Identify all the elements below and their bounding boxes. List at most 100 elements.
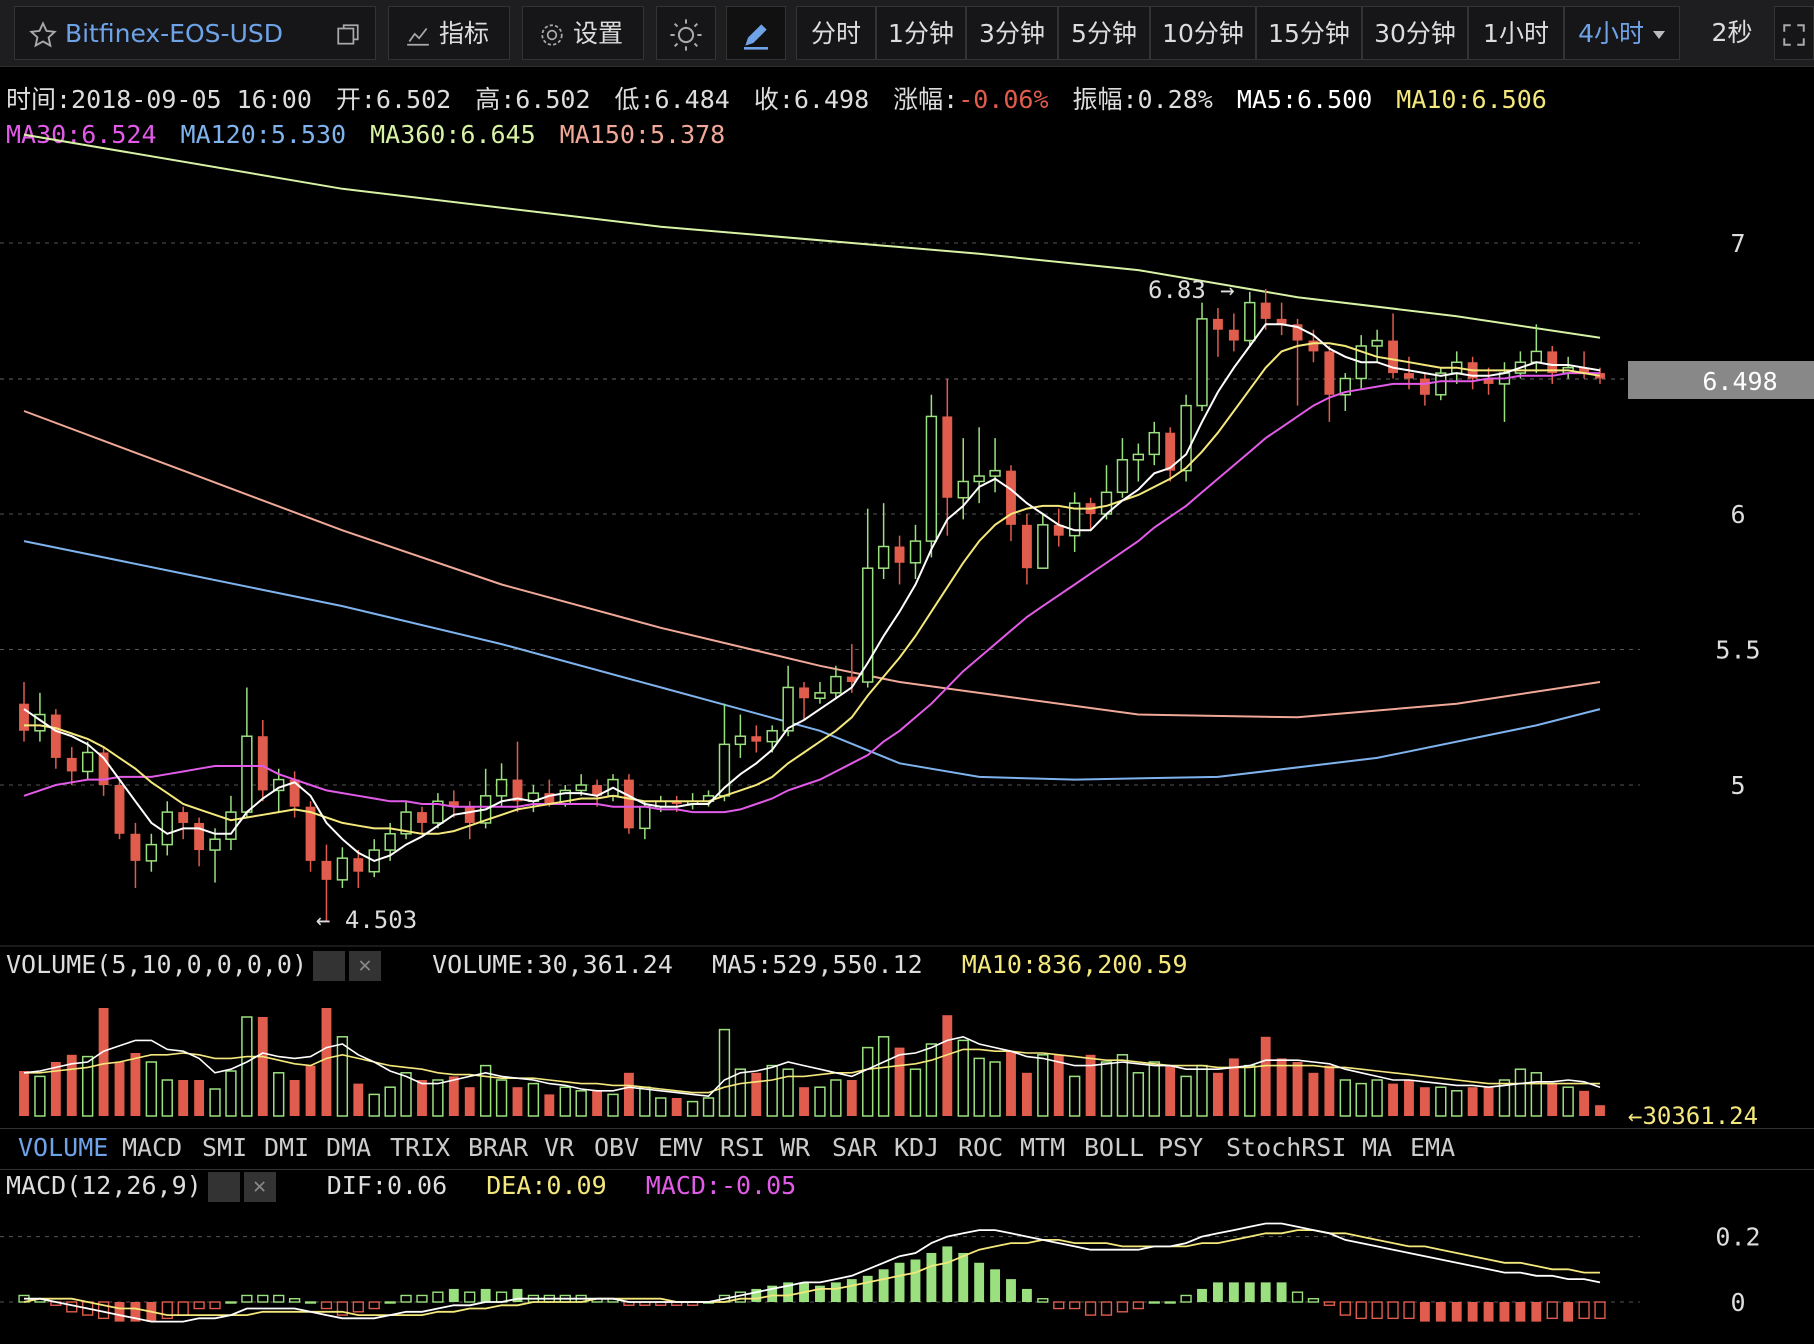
star-icon[interactable]	[29, 19, 57, 48]
tab-vr[interactable]: VR	[544, 1133, 575, 1162]
candle	[1404, 356, 1414, 390]
macd-histogram-bar	[1213, 1282, 1223, 1302]
current-price-box	[1628, 361, 1814, 399]
volume-bar	[81, 1055, 94, 1117]
period-tab-30min[interactable]: 30分钟	[1362, 6, 1468, 60]
candle	[607, 774, 619, 802]
candle	[34, 692, 46, 742]
tab-macd[interactable]: MACD	[122, 1133, 183, 1162]
candle-body	[384, 833, 396, 851]
tab-stochrsi[interactable]: StochRSI	[1226, 1133, 1347, 1162]
theme-button[interactable]	[656, 6, 716, 60]
candle-body	[1085, 503, 1096, 514]
tab-smi[interactable]: SMI	[202, 1133, 248, 1162]
ma360-line	[23, 133, 1601, 339]
volume-bar	[225, 1070, 237, 1117]
macd-histogram-bar	[1307, 1298, 1320, 1303]
indicator-button[interactable]: 指标	[388, 6, 510, 60]
close-icon[interactable]: ✕	[243, 1172, 276, 1202]
volume-bar	[1579, 1090, 1590, 1116]
macd-histogram-bar	[1069, 1301, 1081, 1310]
period-tab-1h[interactable]: 1小时	[1468, 6, 1564, 60]
symbol-selector[interactable]: Bitfinex-EOS-USD	[14, 6, 376, 60]
tab-ema[interactable]: EMA	[1410, 1133, 1456, 1162]
macd-histogram-bar	[751, 1288, 762, 1302]
candle	[718, 703, 731, 802]
volume-bar	[766, 1064, 778, 1117]
gear-icon[interactable]	[207, 1172, 240, 1202]
tab-wr[interactable]: WR	[780, 1133, 811, 1162]
volume-bar	[336, 1036, 349, 1117]
tab-sar[interactable]: SAR	[832, 1133, 878, 1162]
chart-icon	[405, 19, 431, 48]
tab-trix[interactable]: TRIX	[390, 1133, 451, 1162]
macd-histogram-bar	[1403, 1301, 1415, 1320]
tab-dma[interactable]: DMA	[326, 1133, 372, 1162]
info-ma10: MA10:6.506	[1396, 85, 1547, 114]
period-tab-timeshare[interactable]: 分时	[796, 6, 876, 60]
macd-histogram-bar	[990, 1269, 1001, 1302]
candle	[209, 828, 221, 883]
refresh-interval[interactable]: 2秒	[1711, 18, 1753, 47]
candle-body	[161, 811, 173, 846]
period-tab-5min[interactable]: 5分钟	[1058, 6, 1150, 60]
tab-boll[interactable]: BOLL	[1084, 1133, 1145, 1162]
candle-body	[400, 811, 412, 835]
macd-histogram-bar	[1323, 1301, 1336, 1306]
period-tab-15min[interactable]: 15分钟	[1256, 6, 1362, 60]
ma150-line	[23, 410, 1601, 719]
candle-body	[368, 849, 380, 873]
candle	[1100, 465, 1113, 520]
volume-bar	[559, 1086, 571, 1117]
candle	[814, 682, 826, 704]
tab-rsi[interactable]: RSI	[720, 1133, 766, 1162]
candle-body	[1053, 524, 1064, 536]
volume-bar	[1355, 1082, 1367, 1117]
period-tab-1min[interactable]: 1分钟	[876, 6, 966, 60]
tab-brar[interactable]: BRAR	[468, 1133, 529, 1162]
candle	[241, 687, 253, 818]
volume-bar	[1165, 1065, 1176, 1116]
candle	[145, 833, 158, 872]
macd-histogram-bar	[1132, 1301, 1144, 1310]
volume-bar	[321, 1008, 332, 1116]
tab-psy[interactable]: PSY	[1158, 1133, 1204, 1162]
period-tab-3min[interactable]: 3分钟	[966, 6, 1058, 60]
tab-obv[interactable]: OBV	[594, 1133, 640, 1162]
candle	[592, 779, 603, 807]
fullscreen-button[interactable]	[1774, 6, 1814, 60]
tab-volume[interactable]: VOLUME	[18, 1133, 109, 1162]
volume-header: VOLUME(5,10,0,0,0,0) ✕ VOLUME:30,361.24 M…	[6, 950, 1188, 981]
macd-histogram-bar	[1053, 1301, 1065, 1310]
period-tab-10min[interactable]: 10分钟	[1150, 6, 1256, 60]
gear-icon[interactable]	[313, 951, 346, 981]
volume-bar	[66, 1054, 77, 1116]
tab-emv[interactable]: EMV	[658, 1133, 704, 1162]
candle	[1085, 497, 1096, 531]
candle	[799, 682, 809, 720]
candle-body	[1165, 432, 1176, 471]
macd-histogram-bar	[671, 1301, 683, 1306]
candle-body	[1371, 339, 1383, 347]
macd-histogram-bar	[464, 1291, 476, 1303]
tab-dmi[interactable]: DMI	[264, 1133, 310, 1162]
close-icon[interactable]: ✕	[349, 951, 382, 981]
tab-mtm[interactable]: MTM	[1020, 1133, 1066, 1162]
macd-histogram-bar	[862, 1275, 873, 1302]
window-icon[interactable]	[335, 7, 361, 59]
candle-body	[1562, 366, 1574, 374]
macd-histogram-bar	[607, 1298, 619, 1303]
settings-button[interactable]: 设置	[522, 6, 644, 60]
volume-bar	[544, 1094, 555, 1116]
tab-ma[interactable]: MA	[1362, 1133, 1393, 1162]
candle-body	[957, 480, 969, 499]
ma-info: MA30:6.524 MA120:5.530 MA360:6.645 MA150:5.…	[6, 120, 749, 149]
candle-body	[98, 752, 109, 785]
period-tab-4h[interactable]: 4小时	[1564, 6, 1680, 60]
y-tick-label: 5.5	[1715, 636, 1760, 665]
tab-roc[interactable]: ROC	[958, 1133, 1004, 1162]
candle-body	[1260, 302, 1271, 319]
draw-button[interactable]	[726, 6, 786, 60]
candle	[130, 822, 141, 888]
tab-kdj[interactable]: KDJ	[894, 1133, 940, 1162]
